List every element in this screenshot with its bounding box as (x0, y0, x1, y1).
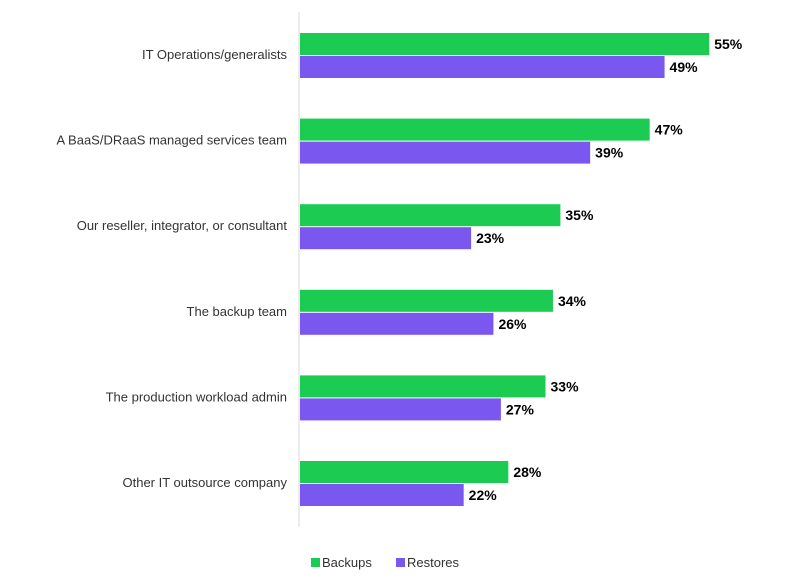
category-label: Other IT outsource company (122, 475, 287, 490)
data-label-backups: 28% (513, 464, 542, 480)
category-label: The backup team (187, 304, 287, 319)
category-label: Our reseller, integrator, or consultant (77, 218, 288, 233)
legend-swatch-backups (311, 558, 320, 567)
bar-restores (300, 398, 501, 421)
category-label: The production workload admin (106, 389, 287, 404)
data-label-restores: 49% (670, 59, 699, 75)
bar-restores (300, 484, 464, 506)
bar-backups (300, 204, 561, 227)
data-label-backups: 35% (565, 207, 594, 223)
data-label-restores: 39% (595, 145, 624, 161)
legend-swatch-restores (396, 558, 405, 567)
data-label-restores: 22% (469, 487, 498, 503)
legend-label-restores: Restores (407, 555, 460, 570)
legend-label-backups: Backups (322, 555, 372, 570)
bar-backups (300, 118, 650, 141)
category-label: A BaaS/DRaaS managed services team (56, 133, 287, 148)
data-label-backups: 33% (551, 378, 580, 394)
bar-backups (300, 375, 546, 398)
category-label: IT Operations/generalists (142, 47, 287, 62)
bar-backups (300, 289, 553, 312)
data-label-restores: 26% (498, 316, 527, 332)
legend: Backups Restores (311, 555, 460, 570)
bar-restores (300, 312, 494, 335)
data-label-restores: 23% (476, 230, 505, 246)
bar-restores (300, 227, 472, 250)
bar-backups (300, 33, 710, 55)
data-label-restores: 27% (506, 401, 535, 417)
bar-backups (300, 461, 509, 483)
bar-restores (300, 141, 591, 164)
bar-restores (300, 56, 665, 78)
data-label-backups: 34% (558, 293, 587, 309)
data-label-backups: 47% (655, 122, 684, 138)
data-label-backups: 55% (714, 36, 743, 52)
